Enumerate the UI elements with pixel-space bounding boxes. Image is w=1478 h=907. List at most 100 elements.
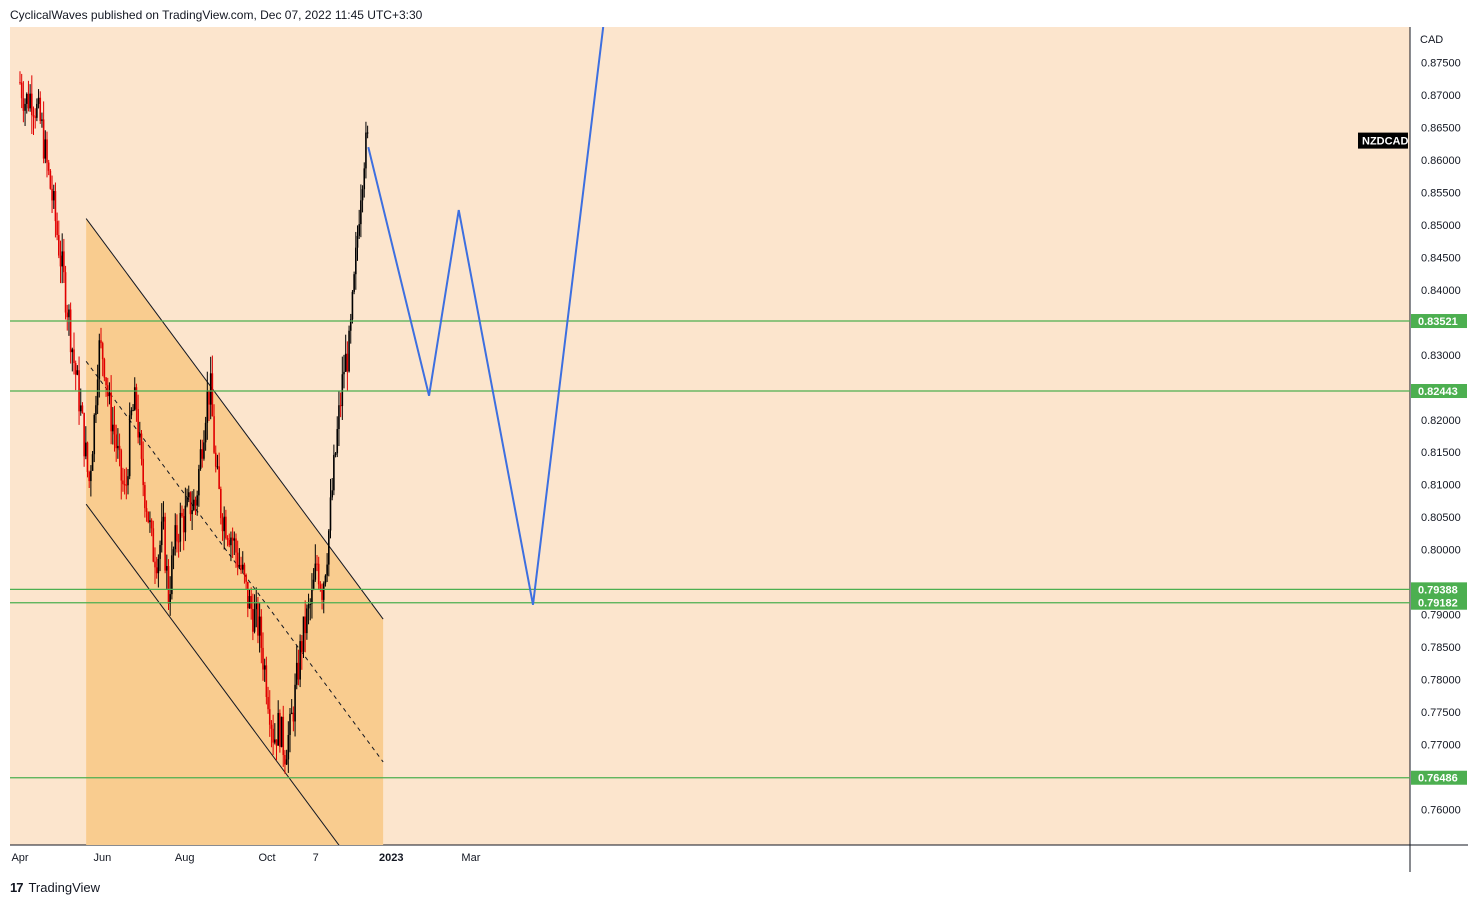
candle-body [152, 528, 155, 562]
candle-body [51, 188, 53, 201]
currency-label: CAD [1420, 34, 1443, 46]
level-price-tag [1411, 314, 1467, 329]
level-price-label: 0.79388 [1418, 584, 1458, 596]
time-scale[interactable]: Apr Jun Aug Oct 7 2023 Mar [11, 852, 480, 864]
level-price-label: 0.83521 [1418, 316, 1458, 328]
candle-body [71, 349, 74, 353]
level-price-tag [1411, 582, 1467, 597]
candle-body [349, 319, 352, 331]
candle-body [105, 377, 107, 386]
candle-body [187, 492, 190, 498]
candle-body [160, 521, 163, 546]
candle-body [66, 312, 69, 318]
level-price-tag [1411, 384, 1467, 399]
price-tick-label: 0.86000 [1421, 155, 1461, 167]
horizontal-levels[interactable]: 0.83521 0.82443 0.79388 0.79182 0.76486 [10, 314, 1467, 785]
channel-lower-line[interactable] [85, 503, 383, 905]
candle-body [112, 424, 114, 432]
candle-body [255, 602, 258, 610]
channel-upper-line[interactable] [85, 218, 384, 620]
candle-body [81, 405, 84, 413]
candle-body [240, 564, 242, 570]
candle-body [314, 563, 317, 580]
candle-body [360, 200, 362, 225]
candle-body [287, 734, 290, 760]
price-tick-label: 0.78500 [1421, 642, 1461, 654]
candle-body [157, 558, 160, 574]
candle-body [267, 696, 269, 710]
candle-body [85, 442, 87, 457]
price-tick-label: 0.80500 [1421, 512, 1461, 524]
candle-body [230, 537, 232, 546]
channel-mid-line[interactable] [85, 361, 384, 763]
level-price-tag [1411, 595, 1467, 610]
candle-body [343, 371, 345, 375]
candle-body [236, 552, 239, 567]
candle-body [252, 608, 254, 632]
candle-body [356, 235, 359, 248]
candle-body [69, 309, 72, 353]
candle-body [36, 103, 38, 118]
candle-body [268, 709, 271, 725]
candle-body [34, 116, 36, 118]
candle-body [235, 538, 237, 553]
candle-body [348, 330, 350, 372]
candle-body [137, 409, 139, 438]
candle-body [358, 224, 360, 236]
candle-body [79, 405, 82, 412]
candle-body [44, 139, 47, 159]
candle-body [312, 579, 315, 590]
candle-body [199, 449, 202, 470]
candle-body [19, 82, 21, 84]
candle-body [317, 563, 320, 585]
tradingview-logo-icon: 17 [10, 880, 24, 895]
candle-body [194, 499, 197, 506]
price-scale[interactable]: 0.76000 0.77000 0.77500 0.78000 0.78500 0.790… [1421, 58, 1461, 817]
candle-body [115, 434, 117, 449]
candle-body [150, 520, 153, 529]
candle-body [265, 665, 268, 697]
candle-body [216, 466, 219, 468]
candle-body [204, 422, 207, 443]
candle-body [284, 755, 286, 765]
candle-body [341, 374, 344, 406]
candle-body [263, 665, 266, 670]
candle-body [231, 537, 234, 541]
candle-body [179, 512, 182, 542]
candle-body [228, 539, 231, 546]
candle-body [274, 739, 276, 743]
candle-body [213, 416, 215, 453]
candle-body [166, 566, 168, 571]
candle-body [172, 549, 175, 556]
candle-body [154, 561, 156, 568]
projection-path[interactable] [367, 27, 605, 605]
candle-body [243, 564, 246, 575]
candle-body [277, 712, 279, 746]
candle-body [361, 189, 364, 201]
candle-body [306, 608, 308, 634]
candle-body [27, 93, 30, 109]
candle-body [120, 450, 123, 481]
candle-body [149, 520, 151, 523]
candle-body [322, 583, 325, 600]
candle-body [297, 662, 300, 680]
candle-body [326, 564, 328, 576]
candle-body [52, 191, 55, 201]
time-tick-label: Apr [11, 852, 28, 864]
candle-body [133, 387, 136, 411]
candle-body [247, 581, 249, 609]
candle-body [25, 93, 28, 104]
price-tick-label: 0.82000 [1421, 415, 1461, 427]
candle-body [319, 584, 322, 589]
candle-body [245, 574, 247, 582]
candle-body [59, 255, 62, 267]
candle-body [208, 390, 210, 405]
brand-name: TradingView [28, 880, 101, 895]
candle-body [83, 412, 85, 457]
candle-body [223, 516, 225, 532]
price-tick-label: 0.87000 [1421, 90, 1461, 102]
candle-body [203, 442, 205, 459]
time-tick-label: 2023 [379, 852, 403, 864]
candle-body [302, 616, 305, 652]
